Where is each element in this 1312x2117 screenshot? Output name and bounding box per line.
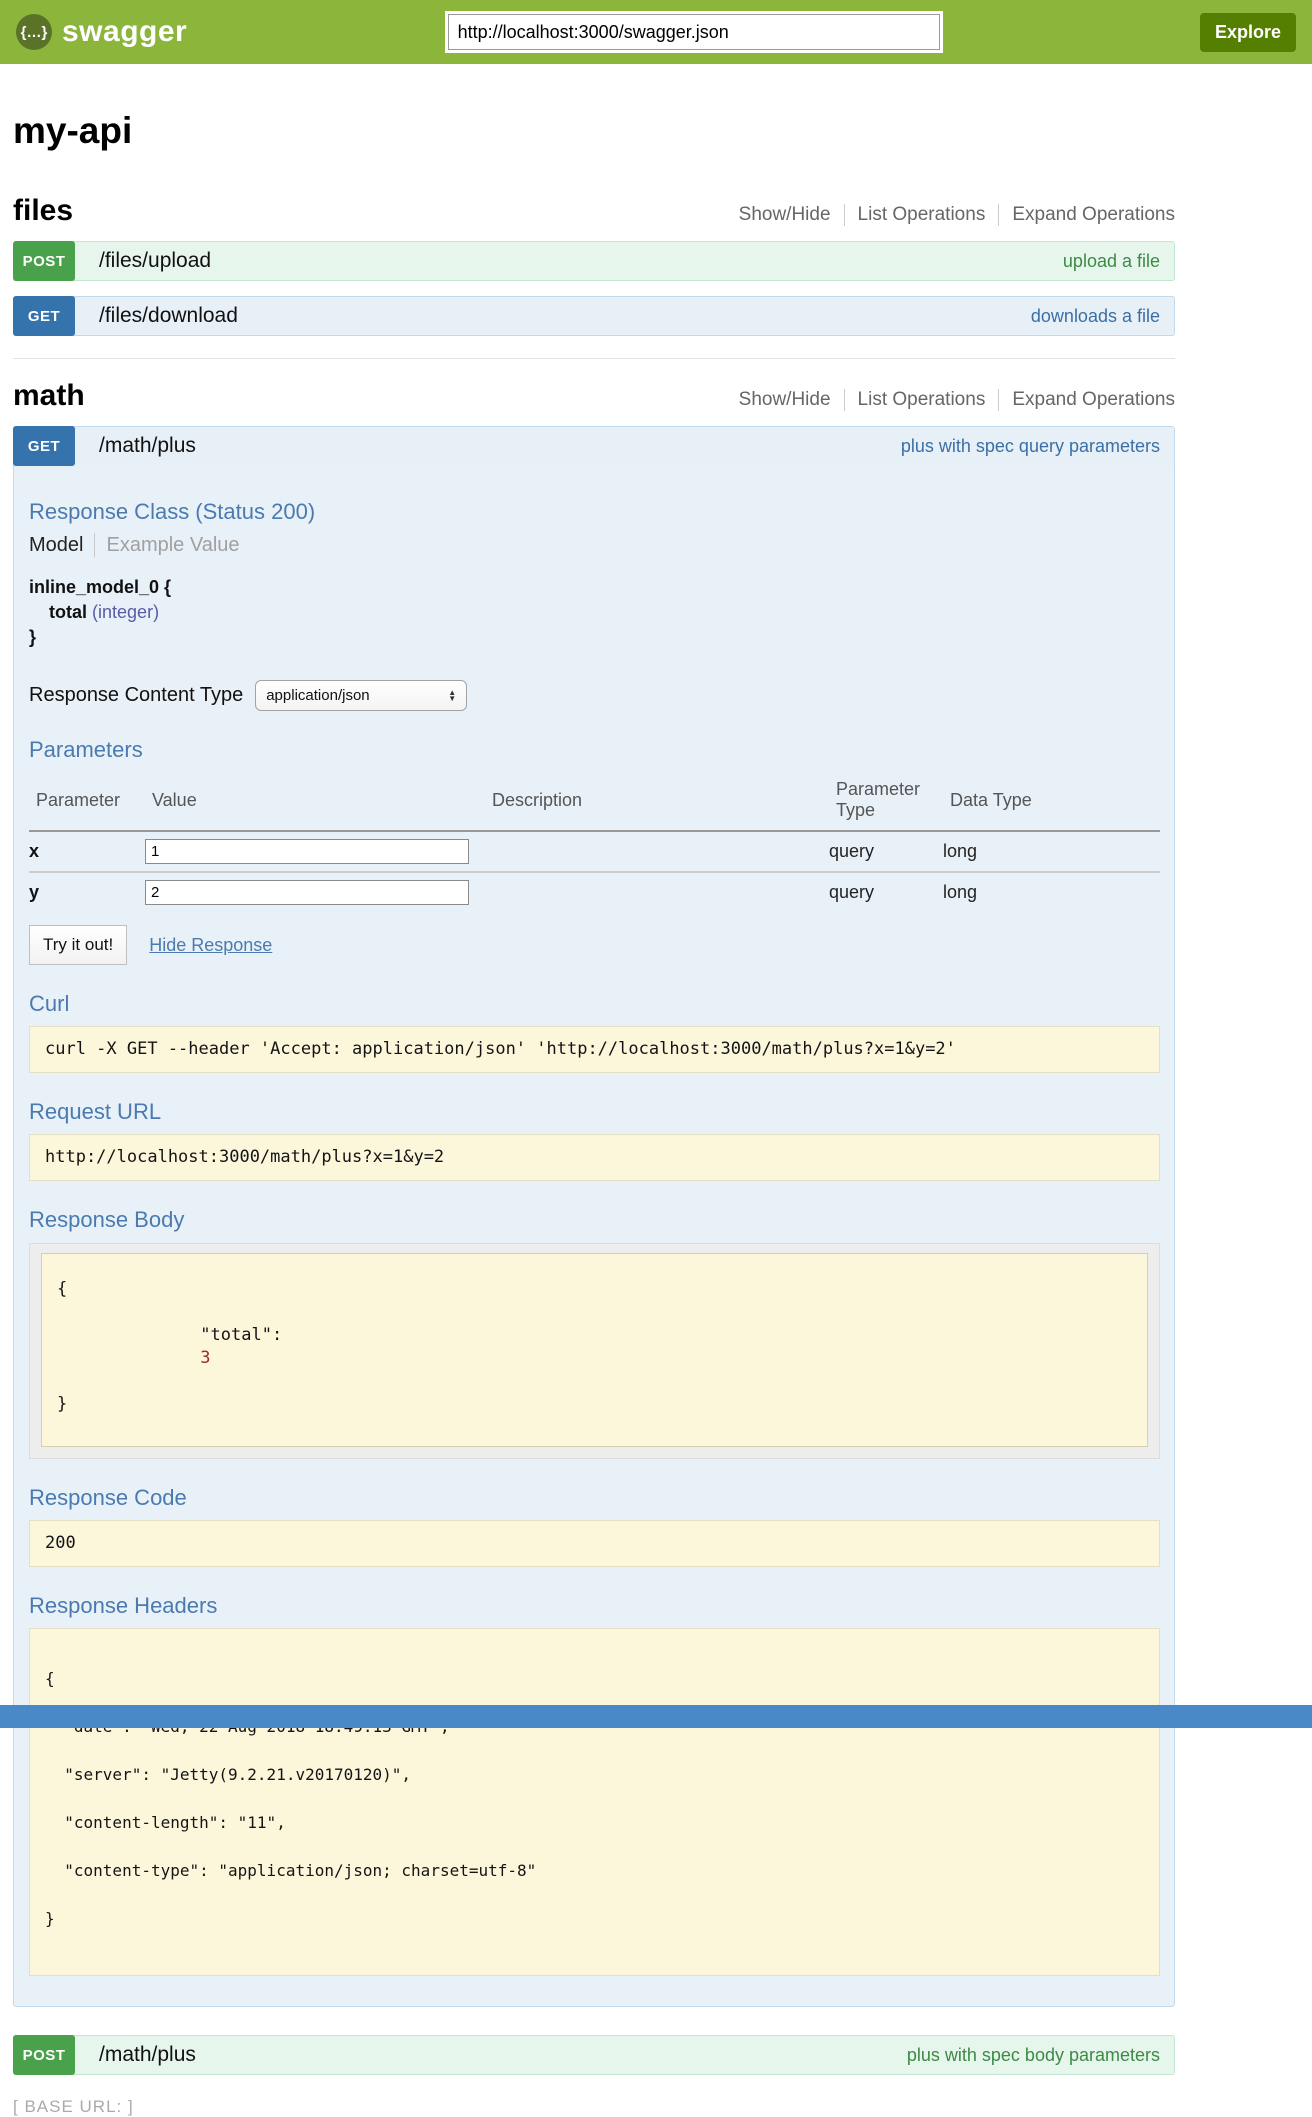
json-total-line: "total": 3 (57, 1301, 1132, 1393)
param-name: y (29, 882, 40, 902)
response-body-wrapper: { "total": 3 } (29, 1243, 1160, 1459)
endpoint-summary: plus with spec query parameters (900, 435, 1160, 456)
header-bar: {…} swagger Explore (0, 0, 1312, 64)
section-title-math[interactable]: math (13, 379, 85, 412)
response-body-heading: Response Body (29, 1207, 185, 1232)
endpoint-summary: plus with spec body parameters (906, 2044, 1160, 2065)
bottom-bar (0, 1705, 1312, 1728)
explore-button[interactable]: Explore (1199, 12, 1296, 52)
col-description: Description (492, 789, 583, 810)
list-operations-link[interactable]: List Operations (843, 389, 999, 411)
tab-model[interactable]: Model (29, 533, 84, 556)
page-title: my-api (13, 110, 133, 151)
try-it-out-button[interactable]: Try it out! (29, 925, 128, 965)
col-data-type: Data Type (950, 789, 1032, 810)
endpoint-path: /files/download (99, 304, 238, 327)
header-middle (187, 14, 1200, 50)
method-badge-post: POST (13, 241, 75, 281)
list-operations-link[interactable]: List Operations (843, 204, 999, 226)
method-badge-get: GET (13, 426, 75, 466)
hide-response-link[interactable]: Hide Response (149, 934, 273, 955)
section-controls-files: Show/Hide List Operations Expand Operati… (726, 204, 1175, 228)
base-url-label: [ BASE URL: ] (13, 2097, 134, 2116)
show-hide-link[interactable]: Show/Hide (738, 389, 831, 410)
endpoint-post-files-upload[interactable]: POST /files/upload upload a file (13, 241, 1175, 281)
col-parameter-type: Parameter Type (836, 779, 921, 820)
response-headers-heading: Response Headers (29, 1593, 218, 1618)
model-property: total (integer) (29, 600, 1160, 625)
json-open-brace: { (57, 1279, 68, 1299)
curl-heading: Curl (29, 991, 70, 1016)
swagger-logo-icon: {…} (16, 14, 52, 50)
param-y-input[interactable] (145, 880, 469, 905)
response-code-value: 200 (29, 1520, 1160, 1567)
col-parameter: Parameter (36, 789, 121, 810)
request-url-value: http://localhost:3000/math/plus?x=1&y=2 (29, 1134, 1160, 1181)
main-content: my-api files Show/Hide List Operations E… (13, 110, 1175, 2117)
json-close-brace: } (57, 1394, 68, 1414)
expand-operations-link[interactable]: Expand Operations (998, 204, 1175, 226)
param-type: query (829, 841, 875, 861)
model-property-name: total (49, 602, 88, 622)
request-url-heading: Request URL (29, 1099, 162, 1124)
try-row: Try it out! Hide Response (29, 925, 1160, 965)
param-data-type: long (943, 882, 978, 902)
endpoint-summary: downloads a file (1030, 305, 1160, 326)
parameters-heading: Parameters (29, 737, 143, 762)
response-body-json: { "total": 3 } (41, 1253, 1148, 1447)
model-open: inline_model_0 { (29, 577, 172, 597)
endpoint-path: /files/upload (99, 249, 212, 272)
select-arrows-icon: ▲ ▼ (448, 687, 457, 703)
model-close: } (29, 627, 37, 647)
tab-separator (94, 533, 96, 557)
param-type: query (829, 882, 875, 902)
model-signature: inline_model_0 { total (integer) } (29, 575, 1160, 650)
section-title-files[interactable]: files (13, 194, 74, 227)
json-key: "total": (200, 1325, 283, 1345)
brand-name: swagger (62, 15, 188, 48)
response-headers-json: { "date": "Wed, 22 Aug 2018 18:49:13 GMT… (29, 1628, 1160, 1976)
json-value: 3 (200, 1348, 211, 1368)
endpoint-path: /math/plus (99, 434, 196, 457)
param-data-type: long (943, 841, 978, 861)
response-content-type-row: Response Content Type application/json ▲… (29, 680, 1160, 711)
response-content-type-select[interactable]: application/json ▲ ▼ (255, 680, 468, 711)
col-value: Value (152, 789, 197, 810)
parameter-row-y: y query long (29, 873, 1160, 912)
model-tabs: Model Example Value (29, 533, 1160, 557)
param-name: x (29, 841, 40, 861)
response-content-type-label: Response Content Type (29, 684, 244, 706)
method-badge-get: GET (13, 296, 75, 336)
response-code-heading: Response Code (29, 1485, 187, 1510)
tab-example-value[interactable]: Example Value (106, 533, 240, 556)
parameters-header-row: Parameter Value Description Parameter Ty… (29, 771, 1160, 832)
select-value: application/json (266, 687, 370, 704)
expand-operations-link[interactable]: Expand Operations (998, 389, 1175, 411)
curl-command: curl -X GET --header 'Accept: applicatio… (29, 1026, 1160, 1073)
section-head-files: files Show/Hide List Operations Expand O… (13, 194, 1175, 228)
parameter-row-x: x query long (29, 832, 1160, 873)
operation-get-math-plus: GET /math/plus plus with spec query para… (13, 426, 1175, 2007)
show-hide-link[interactable]: Show/Hide (738, 204, 831, 225)
endpoint-summary: upload a file (1062, 250, 1160, 271)
endpoint-post-math-plus[interactable]: POST /math/plus plus with spec body para… (13, 2035, 1175, 2075)
model-property-type: (integer) (92, 602, 160, 622)
response-class-heading: Response Class (Status 200) (29, 499, 316, 524)
endpoint-path: /math/plus (99, 2043, 196, 2066)
section-controls-math: Show/Hide List Operations Expand Operati… (726, 389, 1175, 413)
method-badge-post: POST (13, 2035, 75, 2075)
section-head-math: math Show/Hide List Operations Expand Op… (13, 358, 1175, 413)
operation-detail-panel: Response Class (Status 200) Model Exampl… (14, 465, 1174, 2006)
endpoint-get-math-plus[interactable]: GET /math/plus plus with spec query para… (13, 426, 1174, 466)
param-x-input[interactable] (145, 839, 469, 864)
endpoint-get-files-download[interactable]: GET /files/download downloads a file (13, 296, 1175, 336)
swagger-logo[interactable]: {…} swagger (16, 14, 187, 50)
spec-url-input[interactable] (447, 14, 940, 50)
